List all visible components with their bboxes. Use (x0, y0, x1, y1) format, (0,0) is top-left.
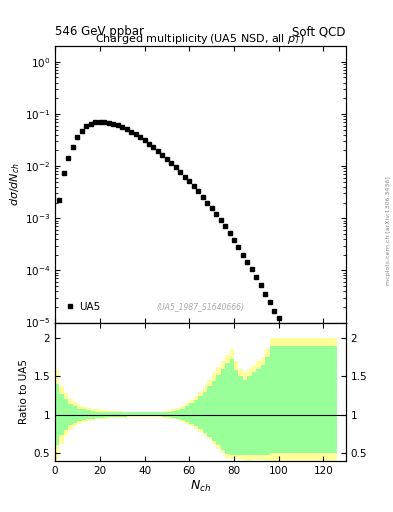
Text: 546 GeV ppbar: 546 GeV ppbar (55, 26, 144, 38)
Title: Charged multiplicity$\,$(UA5 NSD, all $p_T$): Charged multiplicity$\,$(UA5 NSD, all $p… (95, 32, 305, 46)
Y-axis label: $d\sigma/dN_{ch}$: $d\sigma/dN_{ch}$ (8, 162, 22, 206)
Legend: UA5: UA5 (60, 297, 105, 317)
Text: (UA5_1987_S1640666): (UA5_1987_S1640666) (156, 303, 244, 311)
Y-axis label: Ratio to UA5: Ratio to UA5 (19, 359, 29, 424)
Text: mcplots.cern.ch [arXiv:1306.3436]: mcplots.cern.ch [arXiv:1306.3436] (386, 176, 391, 285)
Text: Soft QCD: Soft QCD (292, 26, 346, 38)
X-axis label: $N_{ch}$: $N_{ch}$ (190, 478, 211, 494)
